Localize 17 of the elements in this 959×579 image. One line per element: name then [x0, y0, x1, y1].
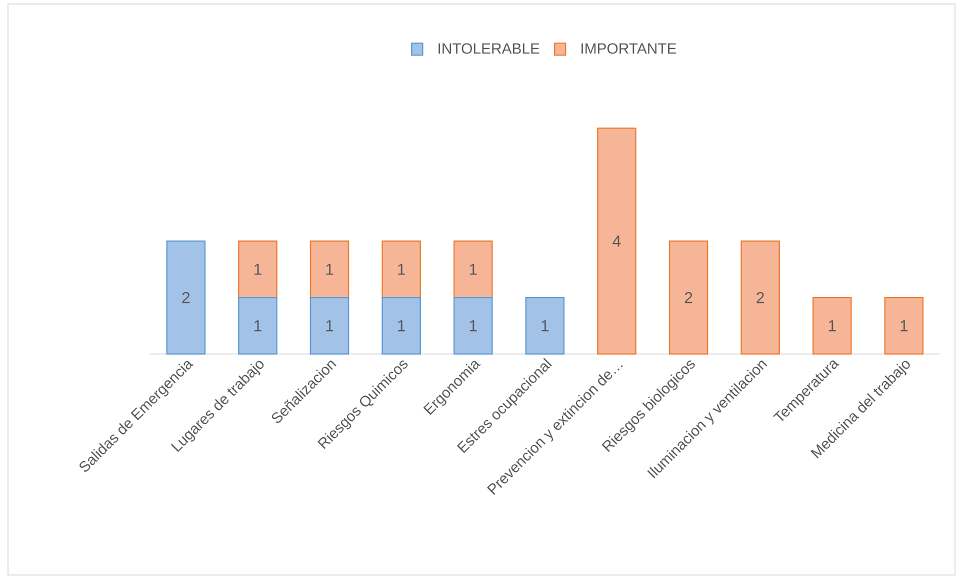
data-label: 2 [684, 292, 692, 304]
legend-label: INTOLERABLE [438, 43, 540, 54]
data-label: 1 [326, 320, 334, 332]
data-label: 1 [254, 320, 262, 332]
data-label: 1 [828, 320, 836, 332]
data-label: 1 [398, 320, 405, 332]
data-label: 1 [470, 320, 477, 332]
data-label: 1 [398, 264, 405, 275]
data-label: 1 [326, 264, 334, 275]
data-label: 1 [900, 320, 908, 332]
data-label: 1 [254, 264, 262, 275]
data-label: 1 [470, 264, 477, 275]
data-label: 1 [542, 320, 549, 332]
data-label: 4 [612, 236, 621, 247]
data-label: 2 [182, 292, 190, 304]
data-label: 2 [756, 292, 764, 304]
legend-label: IMPORTANTE [582, 43, 676, 54]
